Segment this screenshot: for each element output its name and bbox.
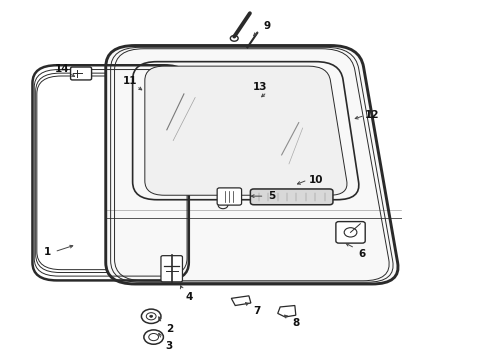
Text: 14: 14 (54, 64, 69, 74)
FancyBboxPatch shape (71, 67, 92, 80)
PathPatch shape (145, 66, 347, 195)
Text: 4: 4 (185, 292, 193, 302)
Polygon shape (231, 296, 251, 306)
Text: 1: 1 (44, 247, 51, 257)
Text: 9: 9 (264, 21, 270, 31)
Text: 7: 7 (253, 306, 261, 316)
Text: 10: 10 (309, 175, 323, 185)
Text: 2: 2 (166, 324, 173, 334)
Text: 11: 11 (123, 76, 137, 86)
FancyBboxPatch shape (250, 189, 333, 205)
Circle shape (150, 315, 153, 318)
Text: 8: 8 (293, 319, 300, 328)
Text: 6: 6 (359, 248, 366, 258)
Text: 5: 5 (268, 191, 275, 201)
Text: 3: 3 (166, 341, 173, 351)
FancyBboxPatch shape (217, 188, 242, 205)
FancyBboxPatch shape (161, 256, 182, 282)
PathPatch shape (106, 45, 398, 284)
FancyBboxPatch shape (336, 222, 365, 243)
Text: 13: 13 (252, 82, 267, 92)
Polygon shape (278, 306, 296, 317)
Text: 12: 12 (365, 111, 379, 121)
PathPatch shape (37, 76, 184, 270)
